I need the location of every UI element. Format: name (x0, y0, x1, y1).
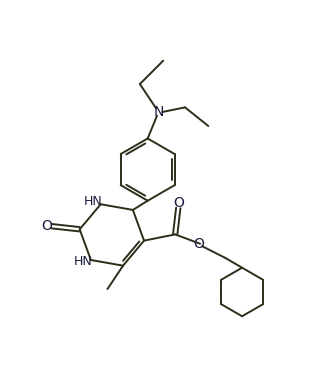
Text: O: O (193, 237, 204, 251)
Text: HN: HN (74, 255, 92, 268)
Text: O: O (173, 196, 184, 210)
Text: N: N (153, 105, 164, 119)
Text: HN: HN (84, 194, 102, 208)
Text: O: O (41, 219, 52, 233)
